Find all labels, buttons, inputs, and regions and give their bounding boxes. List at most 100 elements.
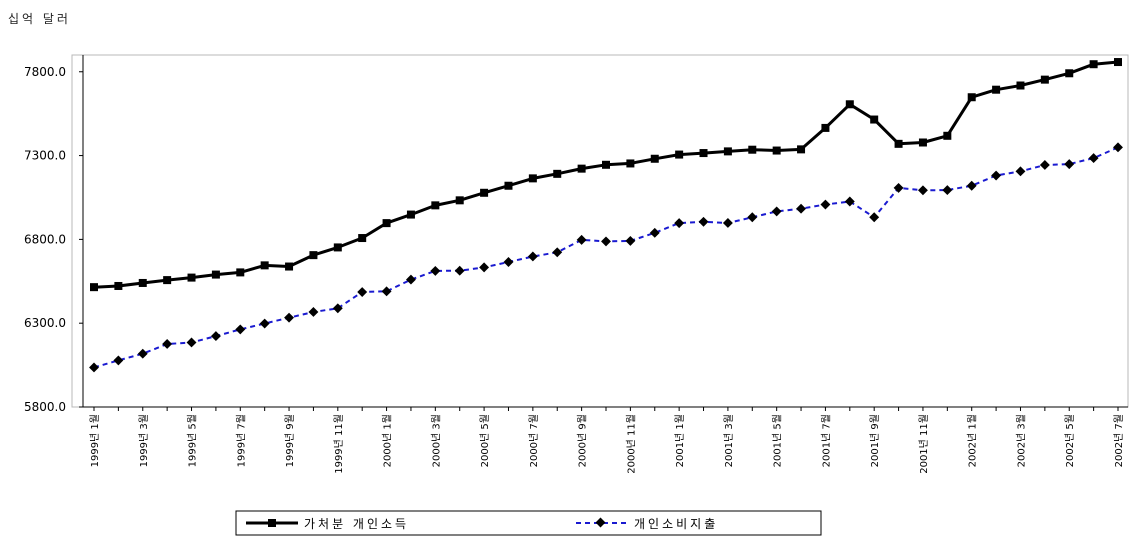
plot-area [71, 54, 1129, 408]
data-point-disposable-income [577, 164, 586, 173]
data-point-disposable-income [675, 150, 684, 159]
x-tick-label: 1999년 1월 [89, 414, 101, 467]
data-point-disposable-income [992, 85, 1001, 94]
data-point-disposable-income [1016, 81, 1025, 90]
x-tick-label: 2000년 1월 [382, 414, 394, 467]
data-point-disposable-income [236, 268, 245, 277]
data-point-disposable-income [333, 243, 342, 252]
data-point-disposable-income [1040, 75, 1049, 84]
data-point-consumption [454, 265, 465, 276]
x-tick-label: 1999년 5월 [187, 414, 199, 467]
data-point-disposable-income [431, 201, 440, 210]
data-point-consumption [479, 262, 490, 273]
data-point-consumption [503, 257, 514, 267]
legend-marker-disposable-income [268, 519, 276, 527]
x-tick-label: 2002년 3월 [1015, 414, 1027, 467]
x-tick-label: 2002년 7월 [1113, 414, 1125, 467]
data-point-disposable-income [1065, 69, 1074, 78]
data-point-consumption [332, 303, 343, 314]
data-point-disposable-income [967, 93, 976, 102]
legend-label-disposable-income: 가처분 개인소득 [304, 517, 409, 531]
y-tick-label: 6300.0 [24, 316, 66, 330]
data-point-disposable-income [602, 160, 610, 169]
data-point-disposable-income [285, 262, 294, 271]
data-point-consumption [722, 218, 733, 228]
data-point-disposable-income [1114, 58, 1122, 67]
data-point-consumption [284, 312, 294, 323]
data-point-consumption [893, 182, 904, 193]
y-unit-label: 십억 달러 [8, 12, 71, 26]
x-tick-label: 2001년 11월 [918, 414, 930, 474]
data-point-consumption [674, 218, 685, 229]
data-point-disposable-income [943, 131, 952, 140]
data-point-disposable-income [1089, 60, 1098, 69]
legend-label-consumption: 개인소비지출 [634, 517, 718, 531]
data-point-disposable-income [797, 145, 806, 154]
data-point-consumption [162, 339, 173, 349]
data-point-disposable-income [894, 139, 903, 148]
data-point-consumption [186, 337, 197, 348]
data-point-consumption [942, 185, 953, 196]
data-point-disposable-income [845, 100, 854, 109]
data-point-consumption [259, 318, 270, 329]
data-point-consumption [601, 236, 611, 247]
y-tick-label: 7300.0 [24, 149, 66, 163]
data-point-consumption [771, 206, 782, 217]
data-point-disposable-income [650, 154, 659, 163]
data-point-consumption [210, 331, 221, 342]
data-point-consumption [381, 286, 392, 297]
data-point-disposable-income [309, 251, 318, 260]
legend-box [235, 510, 822, 536]
data-point-consumption [918, 185, 928, 196]
data-point-disposable-income [211, 270, 220, 279]
data-point-consumption [991, 170, 1002, 181]
data-point-consumption [552, 247, 563, 258]
data-point-consumption [430, 265, 441, 276]
data-point-consumption [1015, 166, 1026, 177]
data-point-disposable-income [772, 146, 781, 155]
x-tick-label: 2002년 1월 [967, 414, 979, 467]
data-point-disposable-income [870, 115, 879, 124]
data-point-disposable-income [480, 188, 489, 197]
x-tick-label: 2000년 9월 [577, 414, 589, 467]
x-tick-label: 2001년 5월 [772, 414, 784, 467]
data-point-disposable-income [260, 261, 269, 270]
data-point-consumption [649, 227, 660, 238]
data-point-disposable-income [382, 219, 391, 228]
data-point-consumption [357, 287, 368, 297]
data-point-consumption [747, 212, 758, 223]
data-point-disposable-income [626, 159, 635, 168]
data-point-consumption [844, 196, 855, 207]
data-point-disposable-income [406, 210, 415, 219]
data-point-disposable-income [699, 149, 708, 158]
data-point-consumption [966, 180, 977, 191]
x-tick-label: 2000년 5월 [479, 414, 491, 467]
x-tick-label: 2001년 9월 [869, 414, 881, 467]
data-point-disposable-income [455, 196, 464, 205]
data-point-disposable-income [90, 283, 98, 292]
x-tick-label: 2001년 3월 [723, 414, 735, 467]
y-tick-label: 5800.0 [24, 400, 66, 414]
x-tick-label: 2000년 11월 [625, 414, 637, 474]
data-point-consumption [235, 324, 246, 335]
data-point-consumption [1039, 160, 1050, 170]
data-point-consumption [137, 348, 148, 359]
data-point-consumption [1113, 142, 1123, 153]
y-tick-label: 6800.0 [24, 232, 66, 246]
data-point-disposable-income [918, 138, 927, 147]
data-point-consumption [1064, 159, 1075, 170]
data-point-consumption [576, 234, 587, 245]
data-point-consumption [308, 307, 319, 317]
data-point-disposable-income [821, 123, 830, 132]
data-point-consumption [796, 203, 806, 214]
x-tick-label: 1999년 7월 [235, 414, 247, 467]
data-point-consumption [527, 251, 538, 262]
data-point-disposable-income [504, 181, 513, 190]
data-point-disposable-income [114, 281, 123, 290]
data-point-consumption [406, 274, 416, 285]
x-tick-label: 1999년 9월 [284, 414, 296, 467]
legend: 가처분 개인소득 개인소비지출 [235, 510, 822, 536]
x-tick-label: 1999년 3월 [138, 414, 150, 467]
data-point-disposable-income [748, 145, 757, 154]
